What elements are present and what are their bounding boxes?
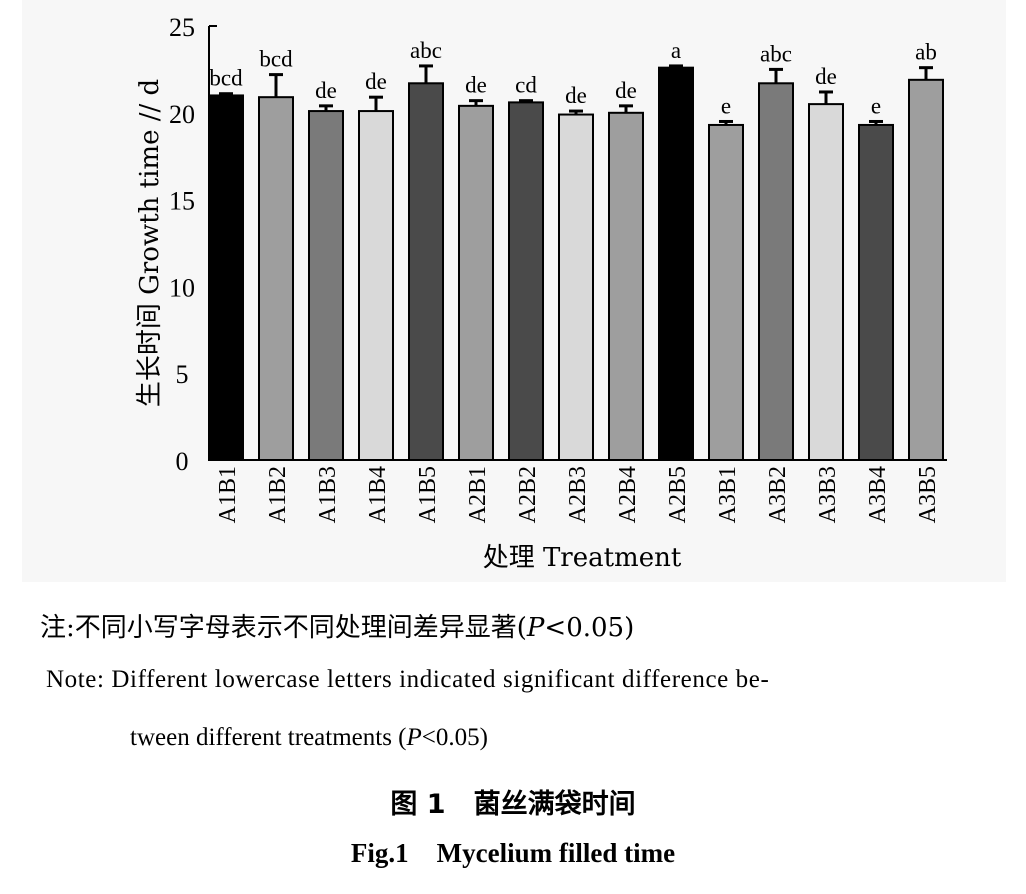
bar-A1B2: [258, 96, 294, 462]
bar-A1B5: [408, 82, 444, 462]
y-tick-label: 0: [176, 447, 189, 476]
note-en-suffix: <0.05): [421, 724, 488, 751]
figure-title-cn-text: 菌丝满袋时间: [473, 789, 636, 820]
y-axis-title: 生长时间 Growth time // d: [135, 79, 165, 407]
significance-letter-A1B2: bcd: [259, 47, 293, 72]
category-label-A3B4: A3B4: [865, 466, 891, 523]
category-label-A1B4: A1B4: [365, 466, 391, 523]
figure-label-en: Fig.1: [350, 838, 409, 868]
y-tick-label: 5: [176, 360, 189, 389]
significance-letter-A2B2: cd: [515, 73, 537, 98]
significance-letter-A2B5: a: [671, 38, 681, 63]
significance-letter-A3B3: de: [815, 64, 837, 89]
chart-figure: 0 5 10 15 20 25 生长时间 Growth time // d bcd A1B1 bc…: [22, 0, 1006, 582]
category-label-A1B5: A1B5: [415, 466, 441, 523]
category-label-A2B5: A2B5: [665, 466, 691, 523]
bar-A2B1: [458, 104, 494, 462]
bar-A3B4: [858, 123, 894, 462]
y-tick-label: 25: [169, 13, 195, 42]
significance-letter-A3B1: e: [721, 93, 731, 118]
bar-A3B2: [758, 82, 794, 462]
note-english-line2: tween different treatments (P<0.05): [130, 724, 488, 752]
note-cn-p: P: [526, 613, 545, 643]
note-en-prefix: tween different treatments (: [130, 724, 407, 751]
bar-A1B4: [358, 110, 394, 462]
figure-title-chinese: 图 1 菌丝满袋时间: [0, 782, 1026, 821]
significance-letter-A2B1: de: [465, 73, 487, 98]
note-chinese: 注:不同小写字母表示不同处理间差异显著(P<0.05): [40, 607, 634, 644]
significance-letter-A1B1: bcd: [209, 66, 243, 91]
note-en-p: P: [406, 724, 422, 751]
category-label-A1B2: A1B2: [265, 466, 291, 523]
bar-A2B4: [608, 111, 644, 462]
figure-title-en-text: Mycelium filled time: [436, 838, 676, 868]
category-label-A2B3: A2B3: [565, 466, 591, 523]
category-label-A2B4: A2B4: [615, 466, 641, 523]
category-label-A3B1: A3B1: [715, 466, 741, 523]
y-tick-label: 15: [169, 187, 195, 216]
significance-letter-A3B2: abc: [760, 41, 792, 66]
category-label-A3B2: A3B2: [765, 466, 791, 523]
significance-letter-A1B5: abc: [410, 38, 442, 63]
bar-A1B1: [208, 94, 244, 461]
bar-A1B3: [308, 110, 344, 462]
significance-letter-A3B4: e: [871, 93, 881, 118]
bar-A3B1: [708, 123, 744, 462]
note-cn-suffix: <0.05): [544, 613, 635, 643]
category-label-A2B1: A2B1: [465, 466, 491, 523]
figure-title-english: Fig.1 Mycelium filled time: [0, 838, 1026, 869]
bar-A2B5: [658, 66, 694, 461]
significance-letter-A2B4: de: [615, 78, 637, 103]
category-label-A3B5: A3B5: [915, 466, 941, 523]
note-cn-prefix: 注:不同小写字母表示不同处理间差异显著(: [40, 613, 527, 643]
bar-A3B5: [908, 78, 944, 461]
category-label-A3B3: A3B3: [815, 466, 841, 523]
note-english-line1: Note: Different lowercase letters indica…: [46, 666, 770, 693]
significance-letter-A1B3: de: [315, 78, 337, 103]
bar-A3B3: [808, 103, 844, 462]
x-axis-title: 处理 Treatment: [483, 543, 682, 573]
figure-label-cn: 图 1: [390, 789, 446, 820]
significance-letter-A1B4: de: [365, 69, 387, 94]
y-tick-label: 20: [169, 100, 195, 129]
category-label-A2B2: A2B2: [515, 466, 541, 523]
significance-letter-A3B5: ab: [915, 40, 937, 65]
significance-letter-A2B3: de: [565, 83, 587, 108]
category-label-A1B3: A1B3: [315, 466, 341, 523]
y-tick-label: 10: [169, 273, 195, 302]
bar-chart: 0 5 10 15 20 25 生长时间 Growth time // d bcd A1B1 bc…: [135, 13, 947, 573]
bar-A2B3: [558, 113, 594, 461]
bar-A2B2: [508, 101, 544, 461]
category-label-A1B1: A1B1: [215, 466, 241, 523]
